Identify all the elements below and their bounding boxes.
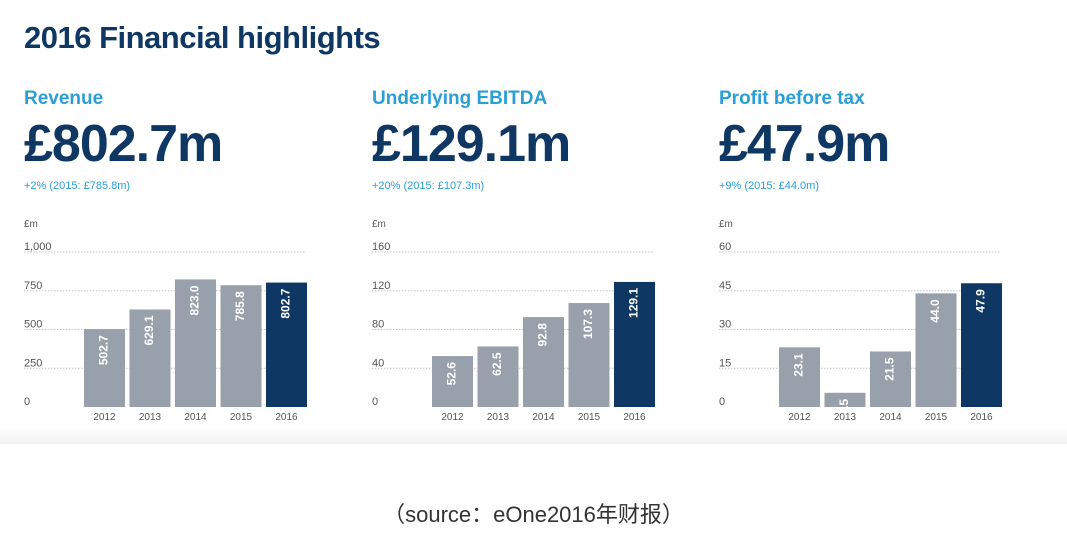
x-tick-label: 2016 bbox=[275, 412, 298, 422]
bar-value-label: 21.5 bbox=[883, 357, 897, 381]
y-tick-label: 500 bbox=[24, 319, 42, 331]
y-tick-label: 40 bbox=[372, 357, 384, 369]
caption-text: source：eOne2016年财报 bbox=[405, 502, 662, 527]
ebitda-card: Underlying EBITDA £129.1m +20% (2015: £1… bbox=[372, 86, 702, 426]
unit-label: £m bbox=[24, 219, 38, 230]
bar bbox=[614, 281, 655, 407]
bar-value-label: 23.1 bbox=[792, 353, 806, 377]
x-tick-label: 2013 bbox=[139, 412, 162, 422]
bar bbox=[523, 317, 564, 407]
y-tick-label: 120 bbox=[372, 280, 390, 292]
y-tick-label: 0 bbox=[372, 396, 378, 408]
y-tick-label: 0 bbox=[24, 396, 30, 408]
bar-value-label: 44.0 bbox=[928, 299, 942, 323]
x-tick-label: 2015 bbox=[230, 412, 253, 422]
x-tick-label: 2014 bbox=[532, 412, 555, 422]
x-tick-label: 2013 bbox=[487, 412, 510, 422]
y-tick-label: 30 bbox=[719, 319, 731, 331]
y-tick-label: 80 bbox=[372, 319, 384, 331]
unit-label: £m bbox=[719, 219, 733, 230]
metric-change: +9% (2015: £44.0m) bbox=[719, 180, 819, 192]
x-tick-label: 2013 bbox=[834, 412, 857, 422]
y-tick-label: 1,000 bbox=[24, 241, 52, 253]
source-caption: （source：eOne2016年财报） bbox=[0, 497, 1067, 529]
bar-value-label: 92.8 bbox=[536, 323, 550, 347]
revenue-card: Revenue £802.7m +2% (2015: £785.8m) £m 0 2… bbox=[24, 86, 354, 426]
bar-value-label: 5.5 bbox=[837, 398, 851, 415]
y-tick-label: 250 bbox=[24, 357, 42, 369]
page-title: 2016 Financial highlights bbox=[24, 20, 381, 55]
bar-value-label: 785.8 bbox=[233, 291, 247, 321]
x-tick-label: 2012 bbox=[788, 412, 811, 422]
x-tick-label: 2012 bbox=[441, 412, 464, 422]
bar bbox=[477, 346, 519, 407]
bar bbox=[432, 356, 473, 407]
bar bbox=[175, 279, 216, 407]
bar bbox=[220, 285, 262, 407]
x-tick-label: 2012 bbox=[93, 412, 116, 422]
y-tick-label: 45 bbox=[719, 280, 731, 292]
unit-label: £m bbox=[372, 219, 386, 230]
profit-card: Profit before tax £47.9m +9% (2015: £44.… bbox=[719, 86, 1049, 426]
x-tick-label: 2016 bbox=[623, 412, 646, 422]
caption-close-paren: ） bbox=[661, 502, 684, 527]
bar-value-label: 52.6 bbox=[445, 362, 459, 386]
y-tick-label: 60 bbox=[719, 241, 731, 253]
bar bbox=[824, 392, 866, 407]
metric-name: Revenue bbox=[24, 88, 104, 109]
bar bbox=[84, 329, 125, 407]
bar-value-label: 107.3 bbox=[581, 309, 595, 339]
bar-value-label: 129.1 bbox=[627, 288, 641, 318]
y-tick-label: 0 bbox=[719, 396, 725, 408]
bar-value-label: 823.0 bbox=[188, 285, 202, 315]
x-tick-label: 2016 bbox=[970, 412, 993, 422]
metric-name: Profit before tax bbox=[719, 88, 865, 109]
bar-value-label: 62.5 bbox=[490, 352, 504, 376]
bar-value-label: 502.7 bbox=[97, 335, 111, 365]
highlights-panel: 2016 Financial highlights Revenue £802.7… bbox=[24, 20, 1049, 426]
y-tick-label: 15 bbox=[719, 357, 731, 369]
bar bbox=[870, 351, 911, 407]
y-tick-label: 160 bbox=[372, 241, 390, 253]
metric-value: £47.9m bbox=[719, 115, 890, 173]
caption-open-paren: （ bbox=[383, 502, 406, 527]
bar bbox=[961, 283, 1002, 407]
metric-name: Underlying EBITDA bbox=[372, 88, 548, 109]
bar bbox=[129, 309, 171, 407]
metric-value: £129.1m bbox=[372, 115, 571, 173]
metric-change: +20% (2015: £107.3m) bbox=[372, 180, 485, 192]
bar bbox=[915, 293, 957, 407]
bar-value-label: 802.7 bbox=[279, 288, 293, 318]
ebitda-chart: £m 0 40 80 120 160 52.6 2012 62.5 2013 92.8 2014 107… bbox=[372, 219, 655, 422]
x-tick-label: 2014 bbox=[879, 412, 902, 422]
bar-value-label: 629.1 bbox=[142, 315, 156, 345]
panel-shadow bbox=[0, 428, 1067, 444]
bar bbox=[779, 347, 820, 407]
x-tick-label: 2014 bbox=[184, 412, 207, 422]
metric-change: +2% (2015: £785.8m) bbox=[24, 180, 131, 192]
bar-value-label: 47.9 bbox=[974, 289, 988, 313]
x-tick-label: 2015 bbox=[925, 412, 948, 422]
x-tick-label: 2015 bbox=[578, 412, 601, 422]
bar bbox=[568, 303, 610, 407]
y-tick-label: 750 bbox=[24, 280, 42, 292]
revenue-chart: £m 0 250 500 750 1,000 502.7 2012 629.1 2013 823.0… bbox=[24, 219, 307, 422]
metric-value: £802.7m bbox=[24, 115, 223, 173]
bar bbox=[266, 282, 307, 407]
